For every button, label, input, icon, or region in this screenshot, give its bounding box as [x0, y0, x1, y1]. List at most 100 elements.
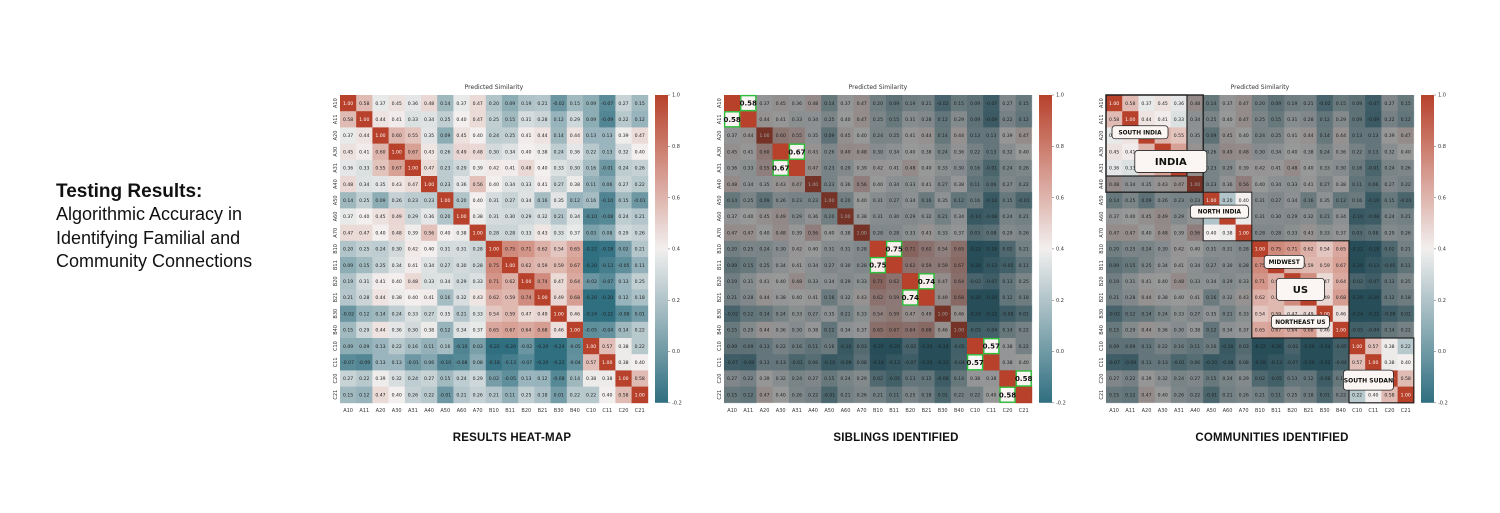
heatmap-cell: [1187, 176, 1204, 193]
cell-label: 0.12: [1125, 392, 1135, 398]
heatmap-cell: [869, 386, 887, 404]
cell-label: 0.40: [1141, 230, 1151, 236]
heatmap-cell: [1235, 289, 1253, 306]
heatmap-cell: [756, 176, 773, 193]
heatmap-cell: [1349, 159, 1366, 177]
heatmap-cell: [421, 305, 438, 323]
heatmap-cell: [1365, 95, 1382, 112]
heatmap-cell: [502, 354, 519, 371]
heatmap-cell: [934, 159, 952, 177]
cell-label: 0.36: [1158, 328, 1168, 334]
heatmap-cell: [950, 370, 968, 387]
heatmap-cell: [437, 192, 454, 209]
cell-label: 0.34: [440, 279, 450, 285]
community-cell-label: 0.22: [1352, 392, 1362, 398]
heatmap-cell: [1219, 257, 1236, 274]
heatmap-cell: [1187, 95, 1204, 112]
heatmap-cell: [469, 354, 487, 371]
heatmap-cell: [566, 111, 584, 128]
heatmap-cell: [583, 208, 600, 225]
heatmap-cell: [599, 143, 616, 161]
heatmap-cell: [999, 224, 1016, 242]
cell-label: 0.02: [1384, 247, 1394, 253]
community-cell: [1397, 338, 1415, 355]
cell-label: 0.09: [505, 101, 515, 107]
heatmap-cell: [999, 176, 1016, 193]
cell-label: 0.44: [759, 117, 769, 123]
heatmap-cell: [1381, 127, 1398, 144]
heatmap-cell: [372, 386, 389, 404]
heatmap-cell: [1235, 159, 1253, 177]
cell-label: 0.16: [1206, 344, 1216, 350]
cell-label: 0.48: [1239, 149, 1249, 155]
cell-label: 0.58: [359, 101, 369, 107]
cell-label: 0.16: [586, 198, 596, 204]
cell-label: 0.28: [873, 230, 883, 236]
sibling-highlight-box: [723, 111, 741, 128]
heatmap-cell: [1122, 176, 1139, 193]
cell-label: 0.01: [938, 392, 948, 398]
cell-label: 0.30: [570, 166, 580, 172]
heatmap-cell: [1397, 111, 1415, 128]
cell-label: -0.10: [456, 344, 468, 350]
row-tick-label: B11: [717, 260, 723, 270]
cell-label: -0.02: [1286, 344, 1298, 350]
cell-label: 0.27: [1190, 376, 1200, 382]
row-tick-label: B30: [717, 309, 723, 319]
cell-label: 0.27: [1384, 182, 1394, 188]
cell-label: 0.01: [1019, 311, 1029, 317]
heatmap-cell: [518, 321, 535, 339]
cell-label: 0.34: [1271, 182, 1281, 188]
heatmap-cell: [934, 95, 952, 112]
heatmap-cell: [821, 111, 838, 128]
cell-label: 0.30: [840, 263, 850, 269]
cell-label: 0.30: [505, 214, 515, 220]
cell-label: 0.71: [905, 247, 915, 253]
cell-label: -0.20: [921, 360, 933, 366]
community-cell-label: 0.58: [1384, 392, 1394, 398]
heatmap-cell: [821, 321, 838, 339]
heatmap-cell: [805, 289, 822, 306]
row-tick-label: C10: [333, 341, 339, 351]
heatmap-cell: [502, 257, 519, 274]
heatmap-cell: [550, 257, 568, 274]
cell-label: 0.31: [489, 214, 499, 220]
cell-label: -0.22: [488, 344, 500, 350]
heatmap-cell: [1365, 208, 1382, 225]
heatmap-cell: [1170, 354, 1188, 371]
col-tick-label: A31: [1174, 408, 1184, 414]
cell-label: 0.35: [424, 133, 434, 139]
community-cell: [1203, 224, 1220, 242]
heatmap-cell: [1332, 224, 1350, 242]
heatmap-cell: [1284, 127, 1301, 144]
diagonal-cell: [999, 370, 1016, 387]
heatmap-cell: [853, 273, 871, 290]
cell-label: 0.14: [1206, 101, 1216, 107]
cell-label: 0.43: [921, 230, 931, 236]
heatmap-cell: [1251, 159, 1269, 177]
cell-label: 0.34: [1190, 117, 1200, 123]
cell-label: 0.48: [1190, 101, 1200, 107]
cell-label: 0.46: [554, 328, 564, 334]
heatmap-cell: [902, 159, 919, 177]
row-tick-label: A31: [717, 163, 723, 173]
cell-label: 0.11: [635, 263, 645, 269]
cell-label: 0.06: [808, 360, 818, 366]
heatmap-cell: [453, 354, 470, 371]
heatmap-cell: [740, 208, 757, 225]
cell-label: 0.71: [873, 279, 883, 285]
row-tick-label: A70: [717, 228, 723, 238]
cell-label: 0.06: [1190, 360, 1200, 366]
heatmap-cell: [1397, 289, 1415, 306]
cell-label: 0.15: [343, 328, 353, 334]
cell-label: 0.15: [635, 101, 645, 107]
cell-label: 0.27: [1206, 263, 1216, 269]
cell-label: 0.16: [408, 344, 418, 350]
heatmap-cell: [740, 273, 757, 290]
cell-label: 1.00: [473, 230, 483, 236]
heatmap-cell: [550, 111, 568, 128]
cell-label: 0.32: [840, 295, 850, 301]
heatmap-cell: [599, 240, 616, 258]
cell-label: 0.43: [473, 295, 483, 301]
cell-label: 0.03: [473, 344, 483, 350]
